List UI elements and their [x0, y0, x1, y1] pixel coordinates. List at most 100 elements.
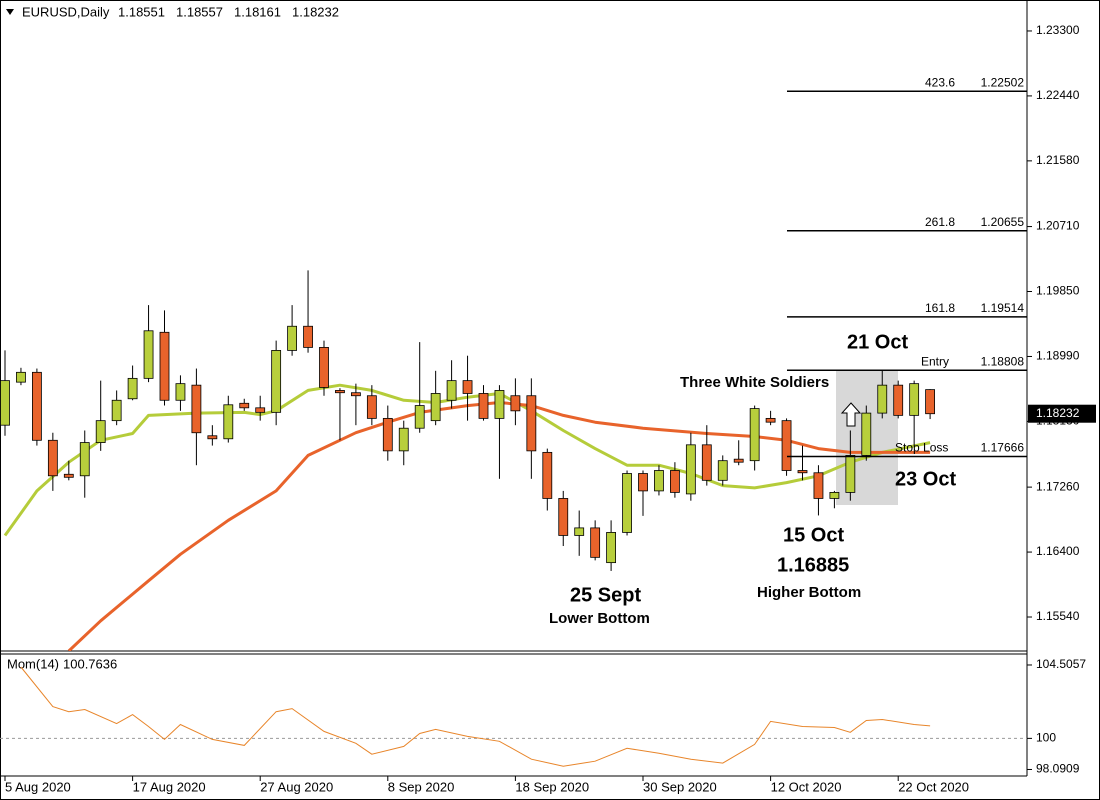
- indicator-title: Mom(14): [7, 656, 59, 671]
- candle-body: [877, 384, 888, 414]
- fib-label: Stop Loss: [895, 441, 948, 455]
- fib-price: 1.19514: [981, 301, 1025, 315]
- candle-body: [925, 389, 935, 415]
- candle-body: [845, 454, 856, 493]
- candle-body: [478, 393, 489, 419]
- fib-label: Entry: [921, 354, 949, 368]
- fib-price: 1.20655: [981, 215, 1025, 229]
- x-tick-label: 30 Sep 2020: [643, 779, 717, 794]
- candle-body: [271, 350, 282, 413]
- candle-body: [175, 383, 186, 401]
- y-tick-label: 1.20710: [1036, 219, 1080, 233]
- y-tick-label: 1.18990: [1036, 349, 1080, 363]
- candle-body: [239, 402, 250, 409]
- candle-body: [606, 532, 616, 564]
- candle-body: [32, 371, 42, 441]
- candle-body: [590, 527, 601, 558]
- annotation: 25 Sept: [570, 584, 641, 606]
- candle-body: [95, 420, 106, 443]
- x-tick-label: 17 Aug 2020: [133, 779, 206, 794]
- annotation: 21 Oct: [847, 331, 908, 353]
- candle-body: [717, 460, 728, 481]
- candle-body: [654, 470, 664, 492]
- x-tick-label: 18 Sep 2020: [515, 779, 589, 794]
- candle-body: [685, 444, 696, 495]
- candle-body: [430, 393, 441, 422]
- indicator-value: 100.7636: [63, 656, 117, 671]
- candle-body: [255, 407, 266, 413]
- candle-body: [670, 470, 680, 493]
- candle-body: [526, 395, 537, 452]
- candle-body: [733, 458, 744, 463]
- header-close: 1.18232: [292, 4, 339, 19]
- annotation: 23 Oct: [895, 468, 956, 490]
- x-tick-label: 12 Oct 2020: [771, 779, 842, 794]
- annotation: 1.16885: [777, 554, 849, 576]
- price-plot: [0, 270, 935, 651]
- y-tick-label: 1.22440: [1036, 88, 1080, 102]
- fib-label: 261.8: [925, 215, 955, 229]
- fib-label: 423.6: [925, 75, 955, 89]
- candle-body: [861, 412, 872, 456]
- overlay: 1.23300 1.22440 1.21580 1.20710 1.19850 1.189…: [4, 23, 1096, 794]
- candle-body: [558, 498, 569, 536]
- annotation: Lower Bottom: [549, 610, 650, 627]
- candle-body: [63, 473, 74, 478]
- candle-body: [446, 380, 457, 401]
- candle-body: [813, 472, 824, 499]
- candle-body: [350, 392, 361, 397]
- candle-body: [287, 325, 298, 351]
- candle-body: [414, 405, 425, 429]
- header-open: 1.18551: [118, 4, 165, 19]
- candle-body: [622, 473, 632, 533]
- y-tick-label: 1.16400: [1036, 544, 1080, 558]
- fib-price: 1.18808: [981, 354, 1025, 368]
- annotation: Three White Soldiers: [680, 374, 829, 391]
- candle-body: [893, 384, 904, 416]
- candle-body: [16, 371, 26, 383]
- menu-icon: [6, 9, 14, 15]
- y-tick-label: 1.23300: [1036, 23, 1080, 37]
- y-tick-label: 1.15540: [1036, 609, 1080, 623]
- header-low: 1.18161: [234, 4, 281, 19]
- candle-body: [542, 451, 553, 499]
- candle-body: [303, 325, 313, 348]
- candle-body: [47, 439, 58, 477]
- fib-label: 161.8: [925, 301, 955, 315]
- fib-price: 1.22502: [981, 75, 1025, 89]
- y-tick-label: 1.17260: [1036, 479, 1080, 493]
- candle-body: [127, 377, 138, 400]
- x-tick-label: 5 Aug 2020: [5, 779, 71, 794]
- candle-body: [159, 331, 170, 401]
- y-tick-label: 98.0909: [1036, 762, 1080, 776]
- candle-body: [0, 380, 10, 426]
- candle-body: [366, 395, 377, 419]
- fib-price: 1.17666: [981, 441, 1025, 455]
- candle-body: [638, 473, 648, 492]
- candle-body: [143, 330, 154, 379]
- momentum-plot: [0, 666, 1027, 767]
- candle-body: [79, 442, 90, 477]
- candle-body: [223, 404, 234, 440]
- candle-body: [829, 492, 840, 499]
- candle-body: [510, 395, 521, 412]
- y-tick-label: 104.5057: [1036, 657, 1086, 671]
- candle-body: [462, 380, 473, 394]
- candle-body: [207, 435, 218, 440]
- y-tick-label: 1.21580: [1036, 153, 1080, 167]
- candle-body: [749, 408, 760, 462]
- arrow-icon: [840, 402, 862, 427]
- header-high: 1.18557: [176, 4, 223, 19]
- candle-body: [494, 390, 505, 419]
- candle-body: [701, 444, 712, 481]
- chart-title: EURUSD,Daily: [22, 4, 110, 19]
- price-box: [1028, 404, 1096, 423]
- x-tick-label: 8 Sep 2020: [388, 779, 455, 794]
- candle-body: [398, 427, 409, 452]
- y-tick-label: 100: [1036, 731, 1056, 745]
- annotation: 15 Oct: [783, 524, 844, 546]
- line: [20, 666, 931, 767]
- candle-body: [781, 420, 792, 471]
- candle-body: [191, 384, 202, 434]
